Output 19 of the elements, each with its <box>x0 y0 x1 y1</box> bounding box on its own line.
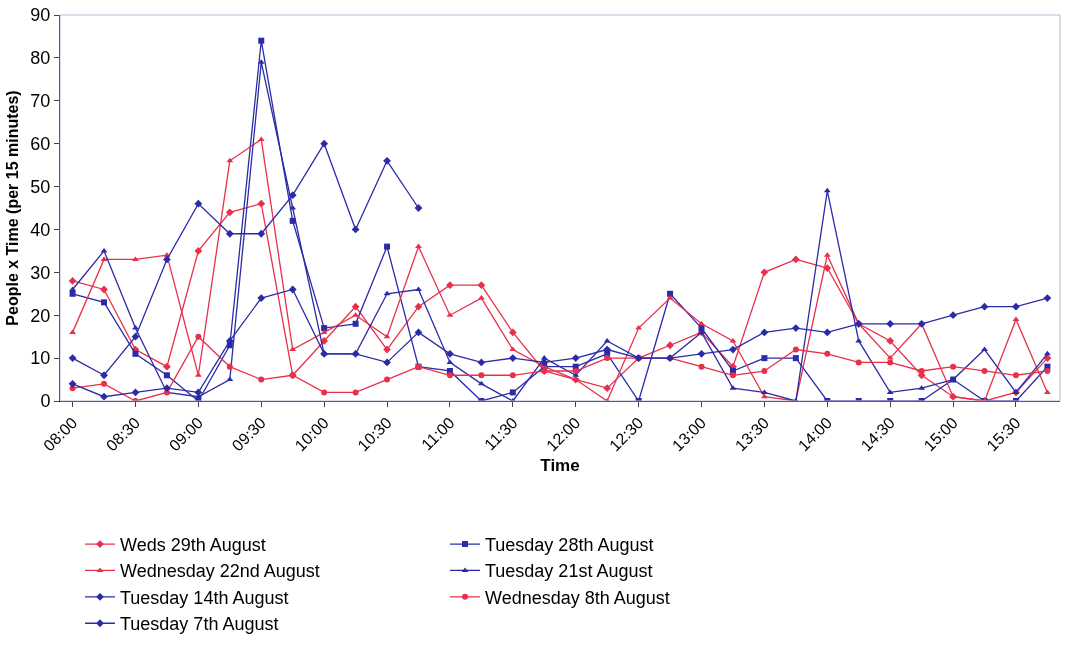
legend-label: Tuesday 7th August <box>120 614 279 635</box>
y-tick-label: 10 <box>30 348 51 369</box>
y-tick-label: 60 <box>30 133 51 154</box>
legend-label: Tuesday 21st August <box>485 561 653 582</box>
y-tick-label: 40 <box>30 219 51 240</box>
legend-label: Wednesday 22nd August <box>120 561 320 582</box>
y-tick-label: 70 <box>30 91 51 112</box>
legend-label: Tuesday 14th August <box>120 587 289 608</box>
y-tick-label: 50 <box>30 176 51 197</box>
legend-label: Wednesday 8th August <box>485 587 670 608</box>
y-tick-label: 0 <box>40 391 51 412</box>
x-axis-title: Time <box>540 456 580 476</box>
y-tick-label: 20 <box>30 305 51 326</box>
y-tick-label: 30 <box>30 262 51 283</box>
y-tick-label: 80 <box>30 48 51 69</box>
legend-label: Weds 29th August <box>120 535 266 556</box>
legend-label: Tuesday 28th August <box>485 535 654 556</box>
y-tick-label: 90 <box>30 5 51 26</box>
y-axis-title: People x Time (per 15 minutes) <box>4 90 21 326</box>
